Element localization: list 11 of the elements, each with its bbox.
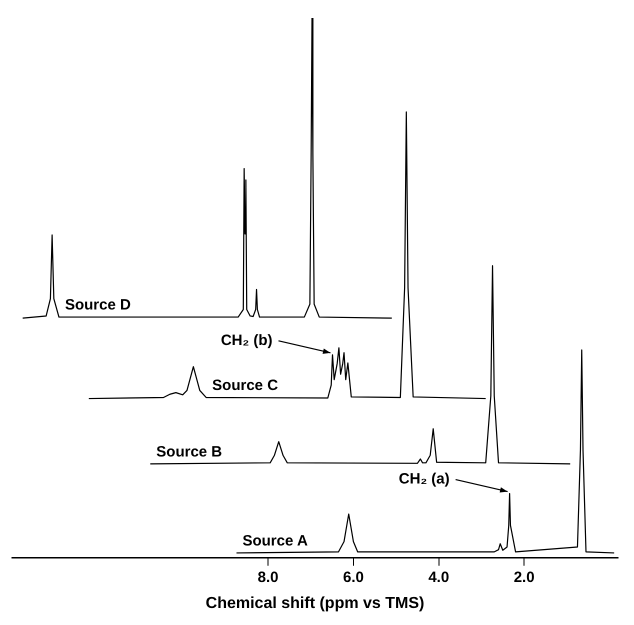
annotation: CH₂ (b) (220, 332, 273, 349)
series-label: Source C (212, 377, 278, 394)
x-tick-label: 4.0 (428, 568, 450, 586)
series-label: Source A (242, 532, 308, 550)
x-axis-title: Chemical shift (ppm vs TMS) (206, 594, 424, 612)
x-tick-label: 2.0 (514, 568, 535, 586)
x-tick-label: 6.0 (342, 568, 364, 586)
x-tick-label: 8.0 (258, 568, 278, 586)
series-label: Source B (156, 444, 222, 461)
series-label: Source D (64, 296, 131, 314)
annotation: CH₂ (a) (398, 470, 450, 488)
